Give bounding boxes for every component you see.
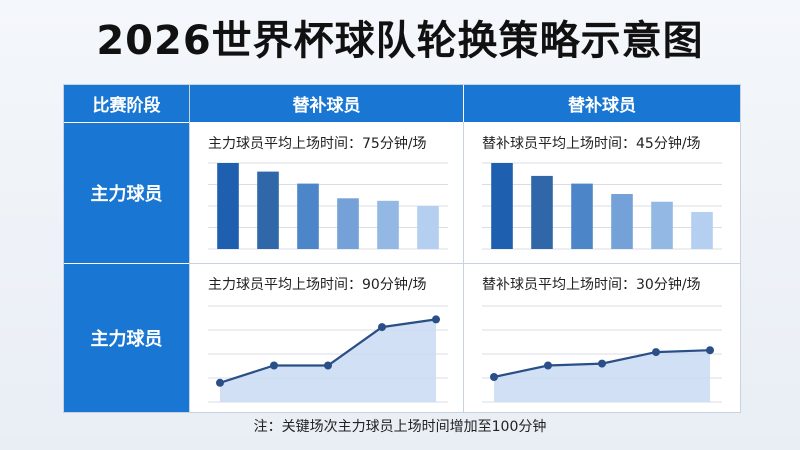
bar	[691, 212, 713, 249]
bar	[491, 163, 513, 249]
panel-title: 替补球员平均上场时间：45分钟/场	[482, 136, 701, 152]
data-point	[216, 378, 224, 387]
area-chart-1	[208, 305, 448, 403]
data-point	[378, 323, 386, 332]
bar	[217, 163, 239, 249]
bar-chart-2	[482, 162, 722, 250]
data-point	[324, 361, 332, 370]
data-point	[544, 361, 552, 370]
bar	[531, 175, 553, 249]
area-fill	[494, 350, 710, 402]
panel-title: 主力球员平均上场时间：90分钟/场	[208, 277, 427, 293]
bar	[571, 183, 593, 249]
data-point	[652, 348, 660, 357]
row-label-1: 主力球员	[64, 123, 189, 263]
header-col1: 替补球员	[190, 85, 463, 122]
bar	[611, 194, 633, 249]
data-point	[706, 346, 714, 355]
panel-main-line: 主力球员平均上场时间：90分钟/场	[190, 264, 463, 412]
panel-title: 替补球员平均上场时间：30分钟/场	[482, 277, 701, 293]
header-stage: 比赛阶段	[64, 85, 189, 122]
footnote: 注：关键场次主力球员上场时间增加至100分钟	[253, 419, 547, 435]
bar	[417, 206, 439, 249]
bar	[337, 198, 359, 249]
area-fill	[220, 319, 436, 402]
panel-main-bar: 主力球员平均上场时间：75分钟/场	[190, 123, 463, 263]
data-point	[598, 359, 606, 368]
panel-title: 主力球员平均上场时间：75分钟/场	[208, 136, 427, 152]
strategy-table: 比赛阶段 替补球员 替补球员 主力球员 主力球员 主力球员平均上场时间：75分钟…	[63, 84, 741, 413]
bar	[297, 183, 319, 249]
panel-sub-line: 替补球员平均上场时间：30分钟/场	[464, 264, 740, 412]
bar-chart-1	[208, 162, 448, 250]
bar	[651, 201, 673, 249]
page-title: 2026世界杯球队轮换策略示意图	[96, 18, 704, 64]
data-point	[432, 315, 440, 324]
panel-sub-bar: 替补球员平均上场时间：45分钟/场	[464, 123, 740, 263]
area-chart-2	[482, 305, 722, 403]
row-label-2: 主力球员	[64, 264, 189, 412]
data-point	[490, 373, 498, 381]
header-col2: 替补球员	[464, 85, 740, 122]
data-point	[270, 361, 278, 370]
bar	[257, 171, 279, 249]
bar	[377, 200, 399, 249]
